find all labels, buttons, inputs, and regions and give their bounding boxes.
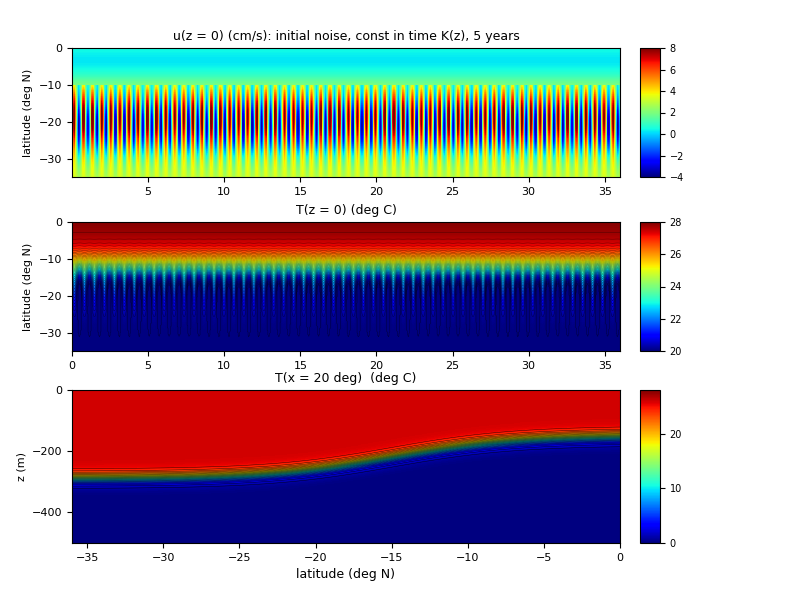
Y-axis label: z (m): z (m) — [16, 452, 26, 481]
Title: T(z = 0) (deg C): T(z = 0) (deg C) — [295, 203, 397, 217]
Title: T(x = 20 deg)  (deg C): T(x = 20 deg) (deg C) — [275, 371, 417, 385]
Y-axis label: latitude (deg N): latitude (deg N) — [23, 68, 34, 157]
Title: u(z = 0) (cm/s): initial noise, const in time K(z), 5 years: u(z = 0) (cm/s): initial noise, const in… — [173, 29, 519, 43]
X-axis label: latitude (deg N): latitude (deg N) — [297, 568, 395, 581]
Y-axis label: latitude (deg N): latitude (deg N) — [23, 242, 34, 331]
